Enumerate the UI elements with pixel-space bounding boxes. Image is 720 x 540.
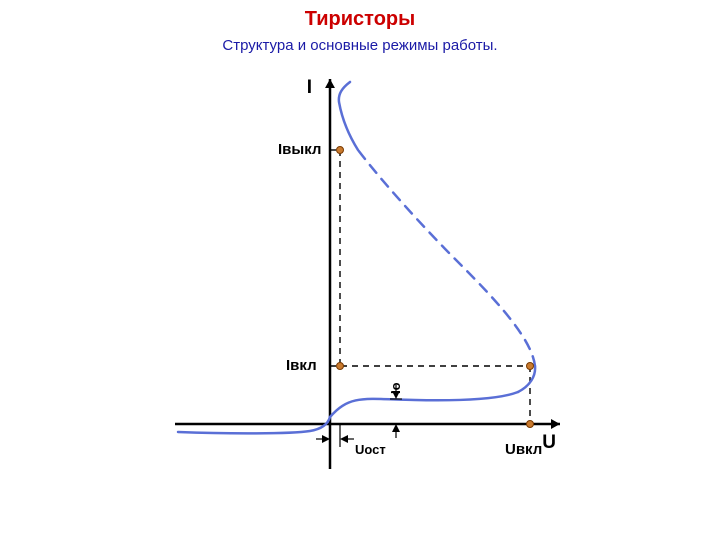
key-point [337, 363, 344, 370]
key-point [527, 421, 534, 428]
iv-curve-diagram: I U Uост Iо Iвыкл Iвкл Uвкл [140, 54, 580, 514]
dim-label: Iо [388, 382, 403, 394]
key-point [527, 363, 534, 370]
value-label-Iвкл: Iвкл [286, 357, 317, 374]
page-title: Тиристоры [0, 8, 720, 31]
page-subtitle: Структура и основные режимы работы. [0, 37, 720, 54]
y-axis-label: I [307, 77, 312, 98]
x-axis-label: U [542, 432, 556, 453]
key-point [337, 147, 344, 154]
value-label-Uвкл: Uвкл [505, 441, 542, 458]
value-label-Iвыкл: Iвыкл [278, 141, 321, 158]
dim-label: Uост [355, 442, 386, 457]
